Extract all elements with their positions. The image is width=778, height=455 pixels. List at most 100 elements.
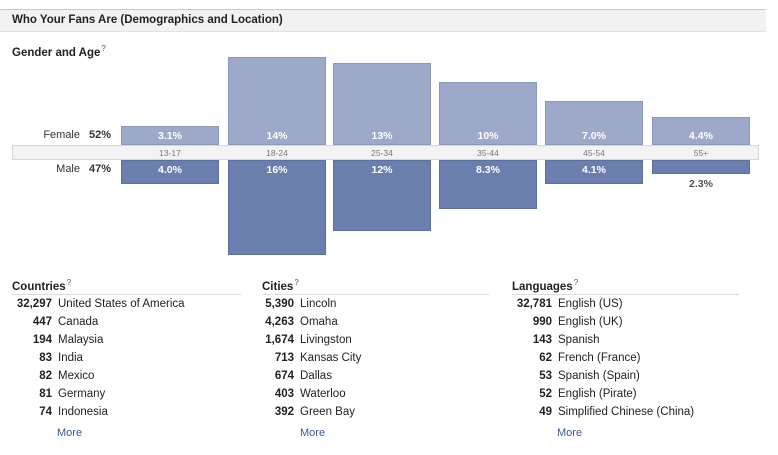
female-bar-0[interactable]: 3.1%: [121, 126, 219, 145]
cities-count: 1,674: [265, 334, 294, 346]
female-percent: 52%: [89, 129, 112, 141]
cities-row: 674 Dallas: [262, 367, 489, 385]
male-bar-0[interactable]: 4.0%: [121, 160, 219, 184]
cities-name: Livingston: [300, 334, 352, 346]
cities-count: 5,390: [265, 298, 294, 310]
cities-row: 5,390 Lincoln: [262, 295, 489, 313]
female-bar-4[interactable]: 7.0%: [545, 101, 643, 145]
countries-count: 194: [32, 334, 52, 346]
male-value-label: 8.3%: [476, 164, 500, 176]
female-label: Female: [43, 129, 80, 141]
languages-count: 32,781: [516, 298, 552, 310]
countries-name: Mexico: [58, 370, 95, 382]
age-group-label: 25-34: [371, 148, 393, 158]
male-value-label: 16%: [266, 164, 288, 176]
countries-header: Countries?: [12, 277, 241, 295]
cities-title-text: Cities: [262, 280, 294, 293]
cities-count: 392: [274, 406, 294, 418]
countries-name: Germany: [58, 388, 106, 400]
languages-row: 52 English (Pirate): [512, 385, 739, 403]
male-percent: 47%: [89, 163, 112, 175]
male-value-label: 2.3%: [689, 178, 713, 190]
languages-row: 62 French (France): [512, 349, 739, 367]
countries-count: 74: [39, 406, 52, 418]
languages-header: Languages?: [512, 277, 739, 295]
languages-name: Simplified Chinese (China): [558, 406, 695, 418]
cities-name: Waterloo: [300, 388, 346, 400]
countries-name: United States of America: [58, 298, 185, 310]
cities-row: 392 Green Bay: [262, 403, 489, 421]
female-bar-2[interactable]: 13%: [333, 63, 431, 145]
male-bar-2[interactable]: 12%: [333, 160, 431, 231]
gender-age-help-icon[interactable]: ?: [101, 44, 106, 53]
female-bar-5[interactable]: 4.4%: [652, 117, 750, 145]
male-bar-4[interactable]: 4.1%: [545, 160, 643, 184]
cities-name: Dallas: [300, 370, 332, 382]
gender-age-title: Gender and Age?: [12, 44, 106, 59]
cities-more-link[interactable]: More: [300, 427, 326, 439]
male-bar-3[interactable]: 8.3%: [439, 160, 537, 209]
female-value-label: 14%: [266, 130, 288, 142]
languages-name: French (France): [558, 352, 641, 364]
cities-name: Green Bay: [300, 406, 355, 418]
age-group-label: 18-24: [266, 148, 288, 158]
cities-title: Cities?: [262, 278, 299, 293]
male-bar-1[interactable]: 16%: [228, 160, 326, 255]
languages-title-text: Languages: [512, 280, 573, 293]
female-bar-3[interactable]: 10%: [439, 82, 537, 145]
languages-row: 32,781 English (US): [512, 295, 739, 313]
languages-count: 53: [539, 370, 552, 382]
countries-count: 81: [39, 388, 52, 400]
header-title: Who Your Fans Are (Demographics and Loca…: [12, 14, 283, 26]
languages-list: Languages? 32,781 English (US) 990 English …: [512, 277, 739, 439]
languages-row: 53 Spanish (Spain): [512, 367, 739, 385]
countries-row: 32,297 United States of America: [12, 295, 241, 313]
cities-help-icon[interactable]: ?: [294, 278, 299, 287]
cities-count: 674: [274, 370, 294, 382]
languages-name: English (UK): [558, 316, 623, 328]
countries-title: Countries?: [12, 278, 71, 293]
female-value-label: 7.0%: [582, 130, 606, 142]
cities-count: 4,263: [265, 316, 294, 328]
female-bar-1[interactable]: 14%: [228, 57, 326, 145]
languages-help-icon[interactable]: ?: [573, 278, 579, 287]
countries-row: 447 Canada: [12, 313, 241, 331]
cities-count: 713: [274, 352, 294, 364]
cities-row: 713 Kansas City: [262, 349, 489, 367]
countries-name: India: [58, 352, 83, 364]
cities-name: Lincoln: [300, 298, 337, 310]
section-header: Who Your Fans Are (Demographics and Loca…: [0, 9, 766, 32]
languages-count: 62: [539, 352, 552, 364]
languages-name: Spanish: [558, 334, 600, 346]
countries-count: 82: [39, 370, 52, 382]
countries-list: Countries? 32,297 United States of Americ…: [12, 277, 241, 439]
male-label: Male: [56, 163, 80, 175]
age-group-label: 45-54: [583, 148, 605, 158]
languages-more-link[interactable]: More: [557, 427, 583, 439]
female-value-label: 4.4%: [689, 130, 713, 142]
languages-count: 52: [539, 388, 552, 400]
countries-row: 194 Malaysia: [12, 331, 241, 349]
cities-row: 4,263 Omaha: [262, 313, 489, 331]
age-group-label: 55+: [693, 148, 709, 158]
cities-row: 1,674 Livingston: [262, 331, 489, 349]
countries-count: 447: [32, 316, 52, 328]
languages-row: 990 English (UK): [512, 313, 739, 331]
countries-help-icon[interactable]: ?: [66, 278, 72, 287]
languages-row: 143 Spanish: [512, 331, 739, 349]
languages-count: 49: [539, 406, 552, 418]
countries-name: Canada: [58, 316, 99, 328]
languages-name: English (Pirate): [558, 388, 637, 400]
male-value-label: 12%: [371, 164, 393, 176]
cities-header: Cities?: [262, 277, 489, 295]
age-group-label: 35-44: [477, 148, 499, 158]
countries-name: Malaysia: [58, 334, 104, 346]
countries-row: 83 India: [12, 349, 241, 367]
countries-count: 83: [39, 352, 52, 364]
female-value-label: 10%: [477, 130, 499, 142]
languages-row: 49 Simplified Chinese (China): [512, 403, 739, 421]
male-bar-5[interactable]: [652, 160, 750, 174]
countries-more-link[interactable]: More: [57, 427, 83, 439]
cities-count: 403: [274, 388, 294, 400]
languages-title: Languages?: [512, 278, 578, 293]
